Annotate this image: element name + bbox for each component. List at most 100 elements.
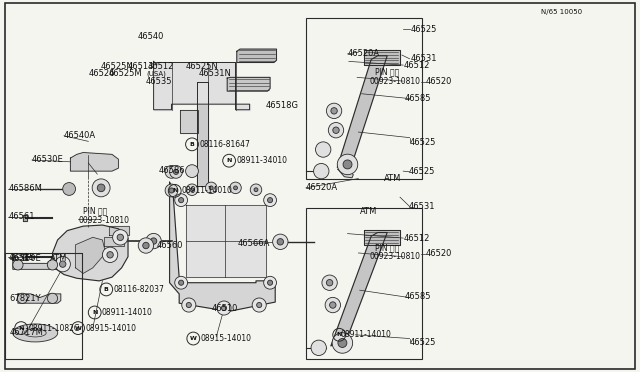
Text: 00923-10810: 00923-10810: [78, 216, 129, 225]
Circle shape: [268, 280, 273, 285]
Text: 46525: 46525: [410, 138, 436, 147]
Circle shape: [102, 247, 118, 263]
Polygon shape: [237, 49, 276, 62]
Text: 46585: 46585: [405, 94, 431, 103]
Polygon shape: [70, 153, 118, 171]
Circle shape: [182, 298, 196, 312]
Text: 46531: 46531: [410, 54, 436, 63]
Circle shape: [277, 238, 284, 245]
Text: 46525M: 46525M: [109, 69, 143, 78]
Circle shape: [328, 122, 344, 138]
Circle shape: [337, 154, 358, 175]
Text: 46525: 46525: [410, 338, 436, 347]
Circle shape: [326, 103, 342, 119]
Circle shape: [264, 276, 276, 289]
Polygon shape: [23, 215, 27, 221]
Text: 46526: 46526: [88, 69, 115, 78]
Bar: [5, 253, 82, 359]
Circle shape: [330, 302, 336, 308]
Circle shape: [234, 186, 237, 190]
Text: 46515: 46515: [8, 253, 35, 262]
Text: N: N: [92, 310, 97, 315]
Polygon shape: [109, 226, 129, 235]
Text: 46525N: 46525N: [101, 62, 134, 71]
Text: 08911-14010: 08911-14010: [102, 308, 152, 317]
Text: 46560E: 46560E: [10, 254, 42, 263]
Circle shape: [264, 194, 276, 206]
Text: 46585: 46585: [404, 292, 431, 301]
Text: 46510: 46510: [211, 304, 237, 312]
Polygon shape: [52, 225, 128, 281]
Text: PIN ピン: PIN ピン: [375, 243, 399, 252]
Polygon shape: [338, 169, 353, 178]
Text: 46540A: 46540A: [64, 131, 96, 140]
Text: (USA): (USA): [146, 70, 166, 77]
Circle shape: [250, 184, 262, 195]
Circle shape: [138, 238, 154, 253]
Circle shape: [13, 260, 23, 270]
Polygon shape: [76, 237, 106, 273]
Circle shape: [316, 142, 331, 157]
Circle shape: [146, 233, 161, 249]
Polygon shape: [337, 56, 387, 167]
Circle shape: [47, 260, 58, 270]
Circle shape: [326, 279, 333, 286]
Circle shape: [257, 302, 262, 308]
Text: 46520A: 46520A: [348, 49, 380, 58]
Text: 46717M: 46717M: [10, 328, 44, 337]
Circle shape: [190, 188, 194, 192]
Circle shape: [230, 182, 241, 193]
Text: B: B: [104, 287, 109, 292]
Circle shape: [55, 256, 70, 272]
Circle shape: [150, 238, 157, 244]
Circle shape: [179, 280, 184, 285]
Ellipse shape: [13, 324, 58, 342]
Text: N: N: [337, 332, 342, 337]
Circle shape: [175, 276, 188, 289]
Text: PIN ピン: PIN ピン: [83, 207, 108, 216]
Polygon shape: [364, 230, 400, 245]
Circle shape: [92, 179, 110, 197]
Circle shape: [186, 184, 198, 195]
Text: 46566A: 46566A: [238, 239, 271, 248]
Text: N: N: [19, 326, 24, 331]
Circle shape: [165, 166, 178, 178]
Circle shape: [209, 186, 213, 190]
Text: 46520A: 46520A: [306, 183, 338, 192]
Polygon shape: [331, 232, 387, 346]
Text: 46561: 46561: [8, 212, 35, 221]
Text: 08911-34010: 08911-34010: [236, 156, 287, 165]
Polygon shape: [180, 110, 198, 133]
Circle shape: [221, 305, 227, 311]
Bar: [306, 18, 422, 179]
Text: 46525: 46525: [410, 25, 436, 33]
Text: 46535: 46535: [146, 77, 172, 86]
Circle shape: [273, 234, 288, 250]
Text: ATM: ATM: [50, 254, 67, 263]
Circle shape: [173, 169, 179, 174]
Text: 46586M: 46586M: [8, 185, 42, 193]
Circle shape: [113, 230, 128, 245]
Circle shape: [170, 166, 182, 178]
Circle shape: [186, 165, 198, 177]
Circle shape: [63, 183, 76, 195]
Text: 46531: 46531: [408, 202, 435, 211]
Text: 46540: 46540: [138, 32, 164, 41]
Circle shape: [165, 184, 178, 197]
Text: 08911-14010: 08911-14010: [340, 330, 391, 339]
Text: 46513: 46513: [128, 62, 154, 71]
Text: ATM: ATM: [384, 174, 401, 183]
Circle shape: [179, 198, 184, 203]
Polygon shape: [170, 182, 275, 312]
Circle shape: [217, 301, 231, 315]
Circle shape: [332, 333, 353, 353]
Circle shape: [325, 297, 340, 313]
Polygon shape: [364, 50, 400, 65]
Text: 46512: 46512: [147, 62, 173, 71]
Text: B: B: [189, 142, 195, 147]
Text: 46520: 46520: [426, 249, 452, 258]
Circle shape: [107, 251, 113, 258]
Text: 46586: 46586: [159, 166, 186, 175]
Text: PIN ピン: PIN ピン: [375, 67, 399, 76]
Text: N/65 10050: N/65 10050: [541, 9, 582, 15]
